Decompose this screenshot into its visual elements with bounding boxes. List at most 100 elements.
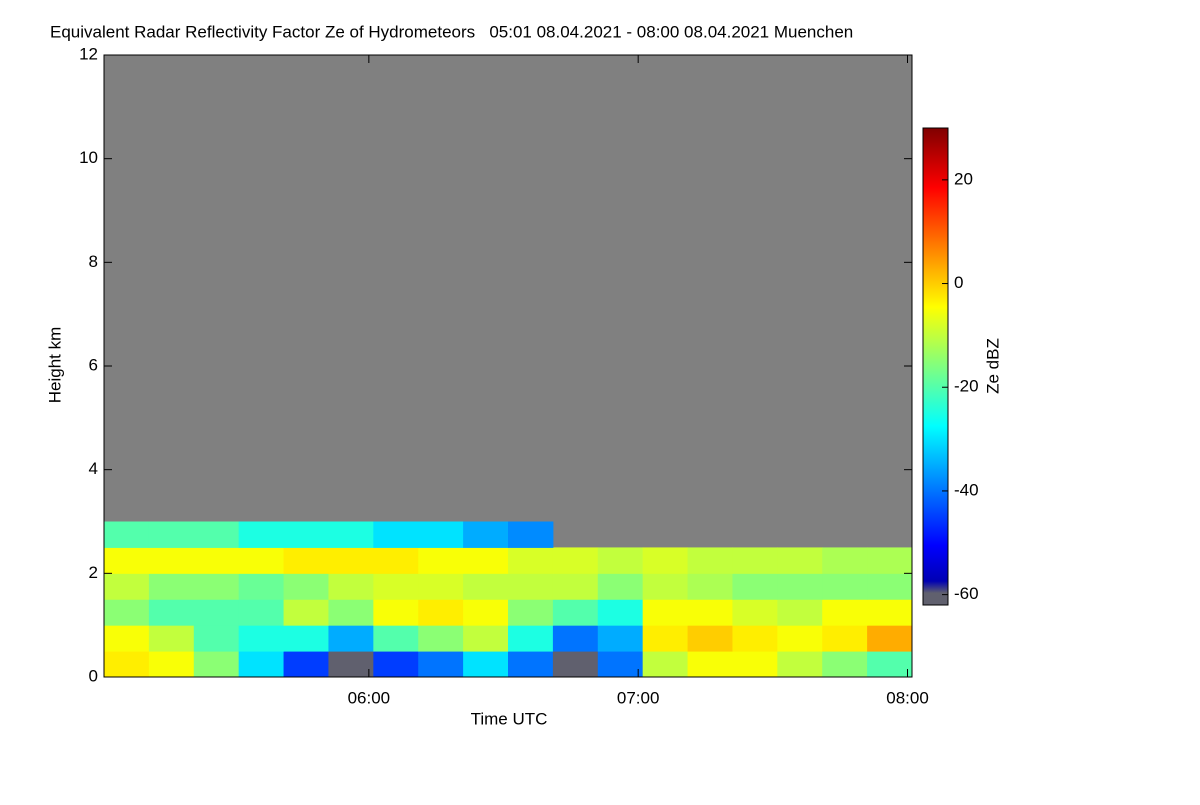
- heatmap-cell: [687, 573, 733, 600]
- y-tick-label: 8: [89, 252, 98, 271]
- heatmap-cell: [373, 547, 419, 574]
- colorbar-tick-label: -60: [954, 584, 979, 603]
- heatmap-cell: [283, 547, 329, 574]
- heatmap-cell: [642, 651, 689, 678]
- heatmap-cell: [283, 599, 329, 626]
- heatmap-cell: [463, 573, 509, 600]
- heatmap-cell: [777, 651, 823, 678]
- heatmap-cell: [373, 573, 419, 600]
- heatmap-cell: [193, 573, 240, 600]
- y-tick-label: 12: [79, 44, 98, 63]
- heatmap-cell: [104, 599, 150, 626]
- heatmap-cell: [238, 651, 285, 678]
- colorbar-tick-label: 20: [954, 169, 973, 188]
- heatmap-cell: [193, 651, 240, 678]
- heatmap-cell: [238, 521, 285, 548]
- heatmap-cell: [328, 599, 374, 626]
- heatmap-cell: [148, 599, 195, 626]
- heatmap-cell: [822, 573, 868, 600]
- heatmap-cell: [148, 521, 195, 548]
- heatmap-cell: [642, 547, 689, 574]
- heatmap-cell: [463, 599, 509, 626]
- heatmap-cell: [328, 547, 374, 574]
- heatmap-cell: [597, 599, 644, 626]
- heatmap-cell: [597, 547, 644, 574]
- heatmap-cell: [777, 547, 823, 574]
- heatmap-cell: [238, 625, 285, 652]
- heatmap-cell: [104, 547, 150, 574]
- heatmap-cell: [687, 599, 733, 626]
- heatmap-cell: [867, 599, 913, 626]
- heatmap-cell: [822, 599, 868, 626]
- heatmap-cell: [463, 547, 509, 574]
- heatmap-cell: [104, 625, 150, 652]
- heatmap-cell: [104, 651, 150, 678]
- heatmap-cell: [732, 573, 778, 600]
- heatmap-cell: [238, 547, 285, 574]
- heatmap-cell: [463, 521, 509, 548]
- heatmap-cell: [552, 651, 599, 678]
- heatmap-cell: [642, 573, 689, 600]
- heatmap-cell: [283, 651, 329, 678]
- y-tick-label: 4: [89, 459, 98, 478]
- heatmap-cell: [283, 625, 329, 652]
- heatmap-cell: [283, 521, 329, 548]
- heatmap-cell: [732, 599, 778, 626]
- heatmap-cell: [777, 573, 823, 600]
- heatmap-cell: [732, 651, 778, 678]
- heatmap-cell: [238, 599, 285, 626]
- chart-title: Equivalent Radar Reflectivity Factor Ze …: [50, 22, 853, 41]
- heatmap-cell: [328, 651, 374, 678]
- heatmap-cell: [418, 625, 464, 652]
- heatmap-cell: [822, 547, 868, 574]
- heatmap-cell: [508, 547, 554, 574]
- heatmap-cell: [552, 599, 599, 626]
- heatmap-cell: [642, 599, 689, 626]
- heatmap-cell: [687, 625, 733, 652]
- heatmap-cell: [193, 547, 240, 574]
- heatmap-cell: [508, 625, 554, 652]
- heatmap-cell: [193, 625, 240, 652]
- colorbar-tick-label: 0: [954, 273, 963, 292]
- heatmap-cell: [822, 651, 868, 678]
- colorbar-label: Ze dBZ: [983, 338, 1002, 394]
- heatmap-cell: [418, 573, 464, 600]
- heatmap-cell: [373, 599, 419, 626]
- heatmap-cell: [777, 625, 823, 652]
- y-axis-label: Height km: [45, 327, 64, 404]
- heatmap-cell: [867, 547, 913, 574]
- heatmap-cell: [463, 625, 509, 652]
- heatmap-cell: [373, 521, 419, 548]
- heatmap-cell: [687, 547, 733, 574]
- colorbar-tick-label: -40: [954, 480, 979, 499]
- heatmap-cell: [148, 547, 195, 574]
- heatmap-cell: [193, 521, 240, 548]
- y-tick-label: 0: [89, 666, 98, 685]
- heatmap-cell: [867, 625, 913, 652]
- heatmap-cell: [642, 625, 689, 652]
- heatmap-cell: [328, 521, 374, 548]
- y-tick-label: 6: [89, 355, 98, 374]
- y-tick-label: 10: [79, 148, 98, 167]
- heatmap-cell: [283, 573, 329, 600]
- heatmap-cell: [148, 573, 195, 600]
- heatmap-cell: [732, 547, 778, 574]
- heatmap-cell: [328, 625, 374, 652]
- y-tick-label: 2: [89, 563, 98, 582]
- colorbar: [922, 127, 949, 606]
- heatmap-cell: [597, 573, 644, 600]
- x-axis-label: Time UTC: [471, 709, 548, 728]
- heatmap-cell: [148, 651, 195, 678]
- heatmap-cell: [552, 625, 599, 652]
- heatmap-cell: [867, 651, 913, 678]
- heatmap-cell: [104, 521, 150, 548]
- heatmap-cell: [552, 573, 599, 600]
- heatmap-cell: [597, 651, 644, 678]
- heatmap-cell: [193, 599, 240, 626]
- x-tick-label: 06:00: [348, 688, 391, 707]
- heatmap-cell: [418, 651, 464, 678]
- heatmap-cell: [822, 625, 868, 652]
- heatmap-cell: [597, 625, 644, 652]
- heatmap-cell: [373, 651, 419, 678]
